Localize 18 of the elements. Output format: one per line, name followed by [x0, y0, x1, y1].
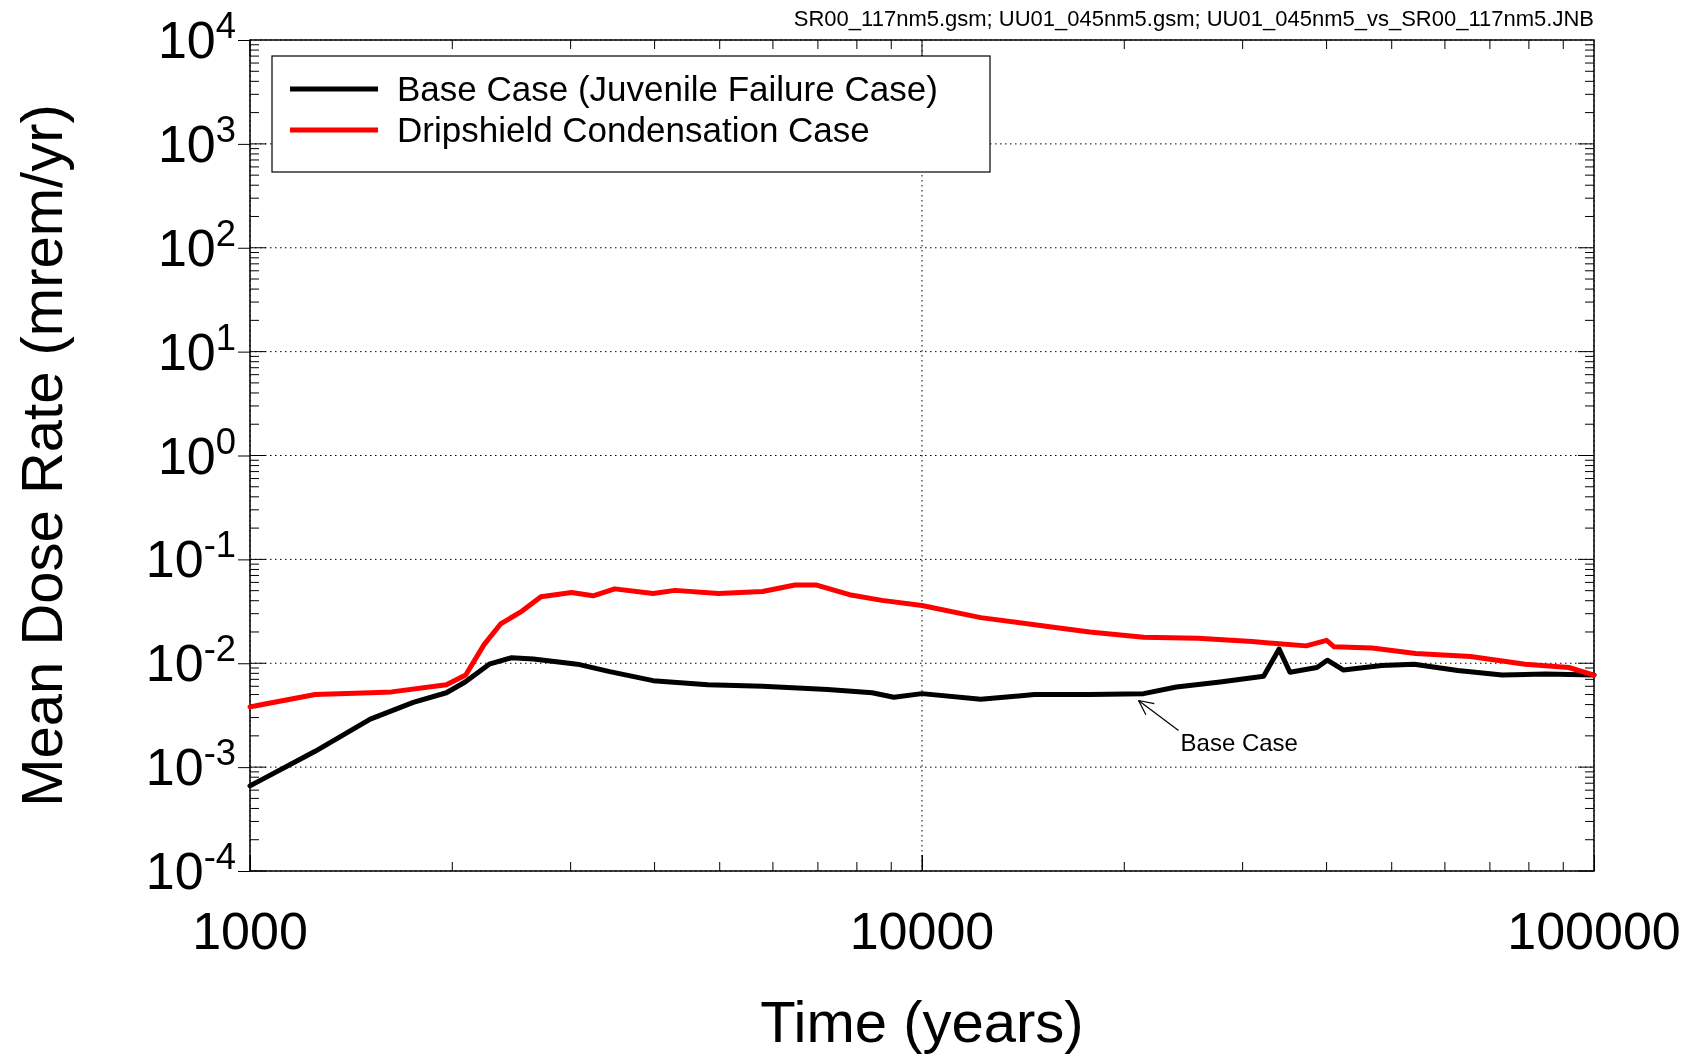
y-axis-title: Mean Dose Rate (mrem/yr) [9, 104, 74, 807]
legend-label: Base Case (Juvenile Failure Case) [397, 69, 938, 108]
y-tick-label: 10$^{-1}$ [145, 523, 236, 589]
legend-label: Dripshield Condensation Case [397, 110, 870, 149]
y-tick-label: 10$^{2}$ [157, 212, 236, 277]
x-tick-label: 100000 [1507, 902, 1681, 960]
y-tick-label: 10$^{3}$ [157, 108, 236, 173]
y-tick-label: 10$^{1}$ [157, 316, 236, 381]
y-tick-label: 10$^{-3}$ [145, 731, 236, 797]
x-tick-label: 1000 [192, 902, 308, 960]
y-tick-label: 10$^{0}$ [157, 420, 236, 485]
annotation: Base Case [1180, 728, 1298, 756]
x-axis-title: Time (years) [760, 989, 1084, 1054]
x-tick-label: 10000 [849, 902, 995, 960]
y-tick-label: 10$^{-4}$ [145, 835, 236, 900]
y-tick-label: 10$^{4}$ [157, 4, 236, 69]
y-tick-label: 10$^{-2}$ [145, 627, 236, 693]
chart-title: SR00_117nm5.gsm; UU01_045nm5.gsm; UU01_045nm5_vs_SR00_117nm5.JNB [793, 6, 1594, 31]
